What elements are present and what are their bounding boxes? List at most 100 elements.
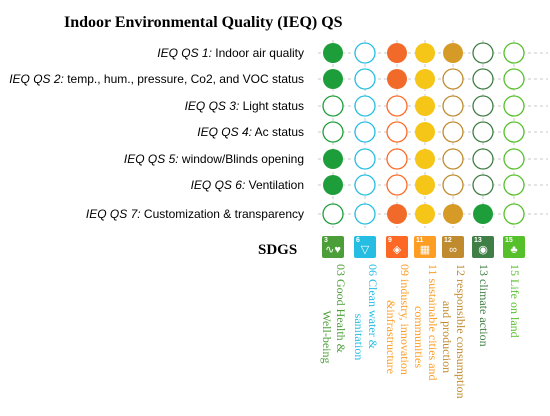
heartbeat-icon: ∿♥ [325, 244, 341, 256]
matrix-cell-5-7-empty [503, 148, 525, 170]
matrix-cell-5-3-empty [386, 148, 408, 170]
matrix-cell-4-4-filled [415, 122, 435, 142]
matrix-cell-7-6-filled [473, 204, 493, 224]
sdg-label-line2: &infrastructure [384, 300, 398, 374]
matrix-cell-3-4-filled [415, 96, 435, 116]
sdg-label-line1: 03 Good Health & [334, 264, 348, 353]
qs-code: IEQ QS 3: [184, 99, 240, 113]
matrix-cell-6-7-empty [503, 174, 525, 196]
sdg-number: 6 [356, 237, 360, 244]
matrix-cell-6-3-empty [386, 174, 408, 196]
matrix-cell-1-1-filled [323, 43, 343, 63]
sdg-number: 15 [505, 237, 513, 244]
qs-row-7: IEQ QS 7: Customization & transparency [86, 205, 304, 223]
matrix-cell-6-2-empty [354, 174, 376, 196]
sdg-9-cubes-icon: 9 ◈ [386, 236, 408, 258]
sdg-label-13: 13 climate action [475, 264, 491, 410]
sdgs-label: SDGS [258, 242, 298, 258]
sdg-label-line2: communities [412, 306, 426, 368]
matrix-cell-2-7-empty [503, 68, 525, 90]
city-icon: ▦ [419, 244, 431, 256]
matrix-cell-3-6-empty [472, 95, 494, 117]
matrix-cell-5-6-empty [472, 148, 494, 170]
matrix-cell-3-3-empty [386, 95, 408, 117]
sdg-11-city-icon: 11 ▦ [414, 236, 436, 258]
sdg-label-11: 11 sustainable cities and communities [410, 264, 440, 410]
sdg-3-heartbeat-icon: 3 ∿♥ [322, 236, 344, 258]
matrix-cell-1-6-empty [472, 42, 494, 64]
sdg-label-15: 15 Life on land [506, 264, 522, 410]
qs-row-6: IEQ QS 6: Ventilation [191, 176, 304, 194]
qs-text: Indoor air quality [211, 46, 304, 60]
qs-code: IEQ QS 1: [157, 46, 212, 60]
matrix-cell-3-7-empty [503, 95, 525, 117]
matrix-cell-1-3-filled [387, 43, 407, 63]
sdg-number: 13 [474, 237, 482, 244]
qs-code: IEQ QS 2: [9, 72, 64, 86]
eye-globe-icon: ◉ [478, 244, 488, 256]
matrix-cell-1-7-empty [503, 42, 525, 64]
matrix-cell-6-4-filled [415, 175, 435, 195]
matrix-cell-2-3-filled [387, 69, 407, 89]
matrix-cell-2-1-filled [323, 69, 343, 89]
matrix-cell-4-1-empty [322, 121, 344, 143]
sdg-label-line2: and production [440, 300, 454, 374]
matrix-cell-4-6-empty [472, 121, 494, 143]
sdg-label-line1: 13 climate action [477, 264, 491, 347]
matrix-cell-4-2-empty [354, 121, 376, 143]
sdg-number: 9 [388, 237, 392, 244]
qs-text: Ac status [251, 125, 304, 139]
sdg-label-line2: Well-being [320, 310, 334, 364]
tree-icon: ♣ [510, 244, 518, 256]
sdg-label-line1: 06 Clean water & [366, 264, 380, 349]
matrix-cell-6-1-filled [323, 175, 343, 195]
matrix-cell-1-5-filled [443, 43, 463, 63]
matrix-cell-2-2-empty [354, 68, 376, 90]
sdg-label-9: 09 industry, innovation &infrastructure [382, 264, 412, 410]
matrix-cell-7-1-empty [322, 203, 344, 225]
matrix-cell-2-4-filled [415, 69, 435, 89]
matrix-cell-7-3-filled [387, 204, 407, 224]
matrix-cell-1-2-empty [354, 42, 376, 64]
qs-row-2: IEQ QS 2: temp., hum., pressure, Co2, an… [9, 70, 304, 88]
matrix-cell-5-5-empty [442, 148, 464, 170]
sdg-label-line1: 12 responsible consumption [454, 264, 468, 399]
qs-row-3: IEQ QS 3: Light status [185, 97, 304, 115]
matrix-cell-4-7-empty [503, 121, 525, 143]
matrix-cell-3-2-empty [354, 95, 376, 117]
matrix-cell-4-5-empty [442, 121, 464, 143]
water-glass-icon: ▽ [360, 244, 370, 256]
diagram-title: Indoor Environmental Quality (IEQ) QS [64, 14, 343, 31]
qs-row-1: IEQ QS 1: Indoor air quality [157, 44, 304, 62]
qs-text: temp., hum., pressure, Co2, and VOC stat… [63, 72, 304, 86]
sdg-label-line1: 15 Life on land [508, 264, 522, 338]
matrix-cell-6-5-empty [442, 174, 464, 196]
matrix-circles [322, 42, 525, 225]
matrix-cell-7-5-filled [443, 204, 463, 224]
infinity-icon: ∞ [449, 244, 457, 256]
matrix-cell-3-5-empty [442, 95, 464, 117]
matrix-cell-1-4-filled [415, 43, 435, 63]
qs-code: IEQ QS 4: [197, 125, 252, 139]
matrix-cell-5-4-filled [415, 149, 435, 169]
sdg-12-infinity-icon: 12 ∞ [442, 236, 464, 258]
qs-row-5: IEQ QS 5: window/Blinds opening [124, 150, 304, 168]
qs-text: window/Blinds opening [178, 152, 304, 166]
sdg-number: 3 [324, 237, 328, 244]
matrix-cell-2-6-empty [472, 68, 494, 90]
matrix-cell-7-7-empty [503, 203, 525, 225]
sdg-label-line2: sanitation [352, 313, 366, 361]
sdg-number: 12 [444, 237, 452, 244]
sdg-number: 11 [416, 237, 424, 244]
matrix-cell-2-5-empty [442, 68, 464, 90]
matrix-cell-7-4-filled [415, 204, 435, 224]
sdg-label-3: 03 Good Health & Well-being [318, 264, 348, 410]
sdg-13-eye-globe-icon: 13 ◉ [472, 236, 494, 258]
cubes-icon: ◈ [392, 244, 402, 256]
matrix-cell-6-6-empty [472, 174, 494, 196]
sdg-label-6: 06 Clean water & sanitation [350, 264, 380, 410]
matrix-cell-5-2-empty [354, 148, 376, 170]
qs-text: Ventilation [245, 178, 304, 192]
sdg-15-tree-icon: 15 ♣ [503, 236, 525, 258]
